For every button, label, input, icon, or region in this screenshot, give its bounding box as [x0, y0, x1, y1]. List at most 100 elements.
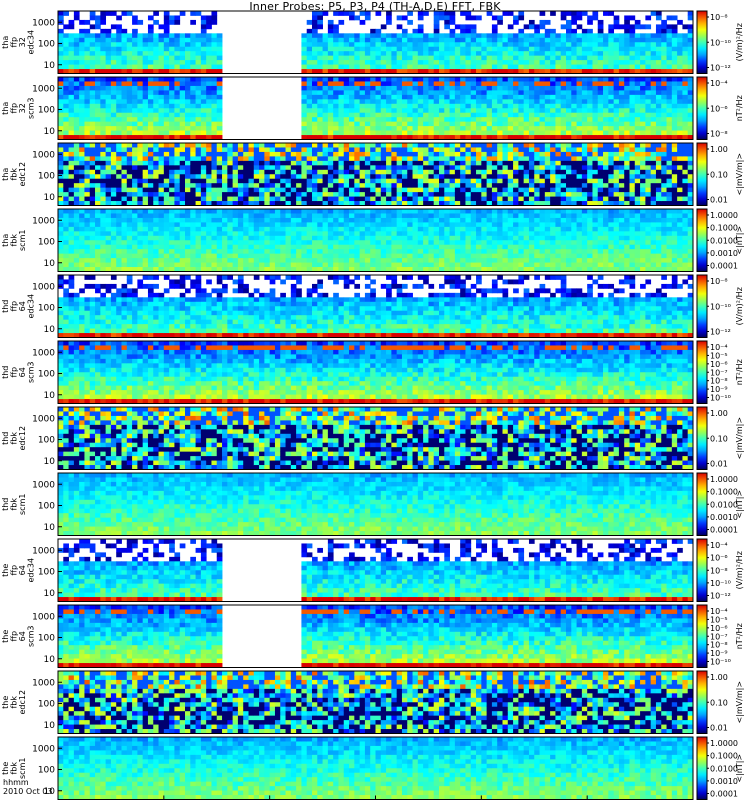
heatmap-cell	[126, 169, 133, 175]
heatmap-cell	[73, 201, 80, 206]
heatmap-cell	[396, 143, 403, 148]
heatmap-cell	[613, 90, 620, 96]
heatmap-cell	[682, 64, 689, 70]
heatmap-cell	[105, 64, 112, 70]
heatmap-cell	[412, 33, 419, 39]
heatmap-cell	[121, 222, 128, 228]
heatmap-cell	[142, 121, 149, 127]
heatmap-cell	[650, 99, 657, 105]
heatmap-cell	[566, 174, 572, 180]
heatmap-cell	[682, 174, 689, 180]
heatmap-cell	[206, 249, 212, 255]
heatmap-cell	[190, 81, 196, 87]
heatmap-cell	[428, 165, 435, 171]
heatmap-cell	[682, 196, 689, 202]
heatmap-cell	[486, 60, 493, 65]
heatmap-cell	[312, 183, 318, 189]
heatmap-cell	[169, 244, 175, 250]
heatmap-cell	[58, 94, 64, 100]
heatmap-cell	[338, 108, 345, 114]
heatmap-cell	[629, 55, 636, 61]
heatmap-cell	[237, 240, 244, 246]
heatmap-cell	[237, 262, 244, 268]
heatmap-cell	[269, 183, 276, 189]
heatmap-cell	[73, 64, 80, 70]
heatmap-cell	[84, 60, 91, 65]
heatmap-cell	[407, 196, 413, 202]
heatmap-cell	[163, 240, 170, 246]
heatmap-cell	[89, 46, 96, 52]
heatmap-cell	[412, 165, 419, 171]
heatmap-cell	[89, 151, 96, 157]
heatmap-cell	[364, 126, 371, 131]
heatmap-cell	[380, 37, 387, 43]
heatmap-cell	[364, 160, 371, 166]
heatmap-cell	[375, 117, 382, 123]
heatmap-cell	[671, 90, 678, 96]
heatmap-cell	[206, 187, 212, 193]
heatmap-cell	[354, 126, 361, 131]
heatmap-cell	[84, 126, 91, 131]
heatmap-cell	[190, 108, 196, 114]
heatmap-cell	[650, 77, 657, 82]
heatmap-cell	[312, 121, 318, 127]
heatmap-cell	[677, 42, 683, 48]
heatmap-cell	[73, 46, 80, 52]
heatmap-cell	[412, 37, 419, 43]
heatmap-cell	[534, 156, 540, 162]
heatmap-cell	[513, 15, 519, 21]
heatmap-cell	[259, 201, 265, 206]
heatmap-cell	[147, 226, 154, 232]
heatmap-cell	[63, 183, 69, 189]
heatmap-cell	[587, 160, 593, 166]
heatmap-cell	[359, 178, 366, 184]
heatmap-cell	[655, 99, 662, 105]
heatmap-cell	[534, 143, 540, 148]
heatmap-cell	[423, 55, 429, 61]
heatmap-cell	[222, 165, 228, 171]
heatmap-cell	[327, 147, 334, 153]
heatmap-cell	[566, 151, 572, 157]
heatmap-cell	[200, 160, 207, 166]
heatmap-cell	[476, 81, 482, 87]
heatmap-cell	[587, 94, 593, 100]
heatmap-cell	[343, 201, 350, 206]
heatmap-cell	[544, 151, 551, 157]
heatmap-cell	[640, 81, 646, 87]
heatmap-cell	[518, 37, 525, 43]
heatmap-cell	[163, 28, 170, 34]
heatmap-cell	[142, 217, 149, 223]
heatmap-cell	[137, 69, 144, 74]
heatmap-cell	[301, 94, 308, 100]
heatmap-cell	[629, 135, 636, 140]
heatmap-cell	[227, 253, 234, 259]
heatmap-cell	[566, 117, 572, 123]
heatmap-cell	[523, 160, 530, 166]
heatmap-cell	[417, 55, 424, 61]
heatmap-cell	[312, 11, 318, 16]
heatmap-cell	[132, 108, 138, 114]
heatmap-cell	[528, 69, 535, 74]
heatmap-cell	[285, 253, 292, 259]
heatmap-cell	[185, 126, 191, 131]
heatmap-cell	[132, 187, 138, 193]
heatmap-cell	[195, 235, 202, 241]
heatmap-cell	[285, 151, 292, 157]
heatmap-cell	[428, 46, 435, 52]
heatmap-cell	[126, 174, 133, 180]
heatmap-cell	[655, 28, 662, 34]
heatmap-cell	[513, 126, 519, 131]
heatmap-cell	[613, 174, 620, 180]
heatmap-cell	[211, 51, 218, 57]
heatmap-cell	[603, 192, 609, 197]
heatmap-cell	[502, 69, 509, 74]
heatmap-cell	[613, 160, 620, 166]
heatmap-cell	[84, 121, 91, 127]
heatmap-cell	[68, 33, 75, 39]
heatmap-cell	[597, 178, 604, 184]
heatmap-cell	[232, 209, 239, 214]
heatmap-cell	[322, 85, 329, 91]
heatmap-cell	[624, 55, 630, 61]
heatmap-cell	[153, 147, 159, 153]
heatmap-cell	[396, 117, 403, 123]
